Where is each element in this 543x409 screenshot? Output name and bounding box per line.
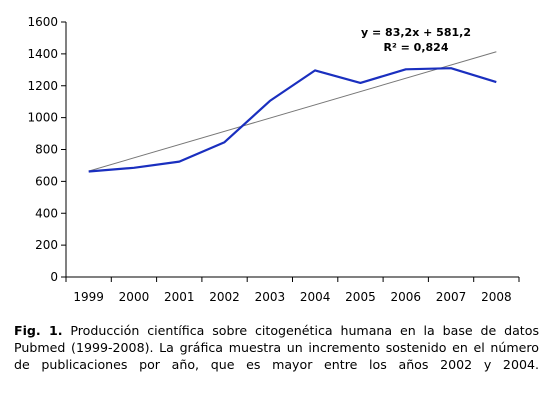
y-tick-label: 0	[50, 270, 58, 284]
x-tick-label: 2001	[164, 290, 195, 304]
y-tick-label: 800	[35, 143, 58, 157]
y-tick-group: 0 200 400 600 800 1000 1200 1400 1600	[27, 15, 66, 284]
x-tick-label: 2004	[300, 290, 331, 304]
y-tick-label: 200	[35, 238, 58, 252]
line-chart: 0 200 400 600 800 1000 1200 1400 1600 1999 2000 20…	[27, 15, 520, 304]
trendline	[88, 51, 497, 172]
x-tick-label: 2006	[390, 290, 421, 304]
y-tick-label: 600	[35, 174, 58, 188]
x-tick-label: 2003	[255, 290, 286, 304]
figure-caption-text: Producción científica sobre citogenética…	[14, 323, 540, 372]
y-tick-label: 400	[35, 206, 58, 220]
y-tick-label: 1200	[27, 79, 58, 93]
trendline-equation: y = 83,2x + 581,2	[361, 26, 471, 39]
y-tick-label: 1400	[27, 47, 58, 61]
x-tick-label: 1999	[73, 290, 104, 304]
figure-label: Fig. 1.	[14, 323, 63, 338]
x-tick-label: 2005	[345, 290, 376, 304]
x-tick-label: 2008	[481, 290, 512, 304]
x-tick-label: 2000	[119, 290, 150, 304]
y-tick-label: 1600	[27, 15, 58, 29]
trendline-r-squared: R² = 0,824	[384, 41, 449, 54]
figure-caption: Fig. 1. Producción científica sobre cito…	[14, 322, 539, 373]
x-tick-group: 1999 2000 2001 2002 2003 2004 2005 2006 2007 2008	[65, 277, 520, 304]
x-tick-label: 2002	[209, 290, 240, 304]
series-line-publications	[88, 67, 497, 173]
x-tick-label: 2007	[436, 290, 467, 304]
y-tick-label: 1000	[27, 111, 58, 125]
